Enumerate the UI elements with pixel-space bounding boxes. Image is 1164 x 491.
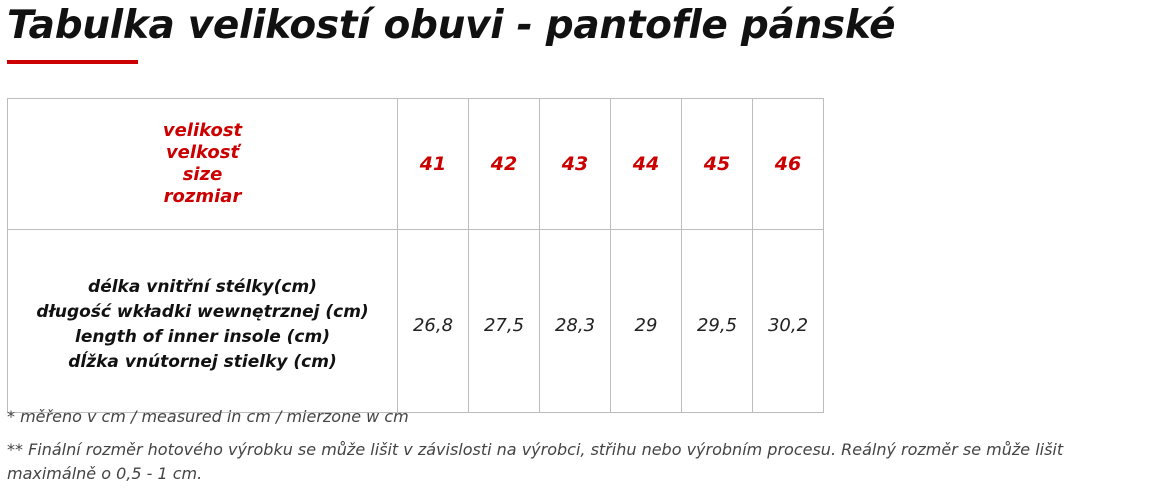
insole-label-cz: délka vnitřní stélky(cm) [88, 277, 317, 297]
page-title: Tabulka velikostí obuvi - pantofle pánsk… [7, 3, 896, 48]
size-41: 41 [397, 98, 469, 230]
insole-label-en: length of inner insole (cm) [75, 327, 330, 347]
insole-length-42: 27,5 [468, 229, 540, 413]
size-label-pl: rozmiar [163, 186, 242, 207]
table-row-insole-length: délka vnitřní stélky(cm) długość wkładki… [7, 229, 824, 413]
size-45: 45 [681, 98, 753, 230]
insole-length-46: 30,2 [752, 229, 824, 413]
footnote-measurement: * měřeno v cm / measured in cm / mierzon… [7, 407, 409, 426]
size-header-label-cell: velikost velkosť size rozmiar [7, 98, 398, 230]
insole-label-sk: dĺžka vnútornej stielky (cm) [68, 352, 337, 372]
insole-length-41: 26,8 [397, 229, 469, 413]
table-header-row: velikost velkosť size rozmiar 41 42 43 4… [7, 98, 824, 230]
size-label-sk: velkosť [165, 142, 240, 163]
insole-length-45: 29,5 [681, 229, 753, 413]
insole-label-pl: długość wkładki wewnętrznej (cm) [36, 302, 369, 322]
insole-length-44: 29 [610, 229, 682, 413]
size-label-en: size [182, 164, 223, 185]
size-44: 44 [610, 98, 682, 230]
size-43: 43 [539, 98, 611, 230]
size-label-cz: velikost [162, 120, 243, 141]
size-42: 42 [468, 98, 540, 230]
size-chart-table: velikost velkosť size rozmiar 41 42 43 4… [7, 98, 824, 413]
size-46: 46 [752, 98, 824, 230]
title-underline [7, 60, 138, 64]
footnote-disclaimer: ** Finální rozměr hotového výrobku se mů… [7, 440, 1064, 483]
insole-length-43: 28,3 [539, 229, 611, 413]
insole-label-cell: délka vnitřní stélky(cm) długość wkładki… [7, 229, 398, 413]
